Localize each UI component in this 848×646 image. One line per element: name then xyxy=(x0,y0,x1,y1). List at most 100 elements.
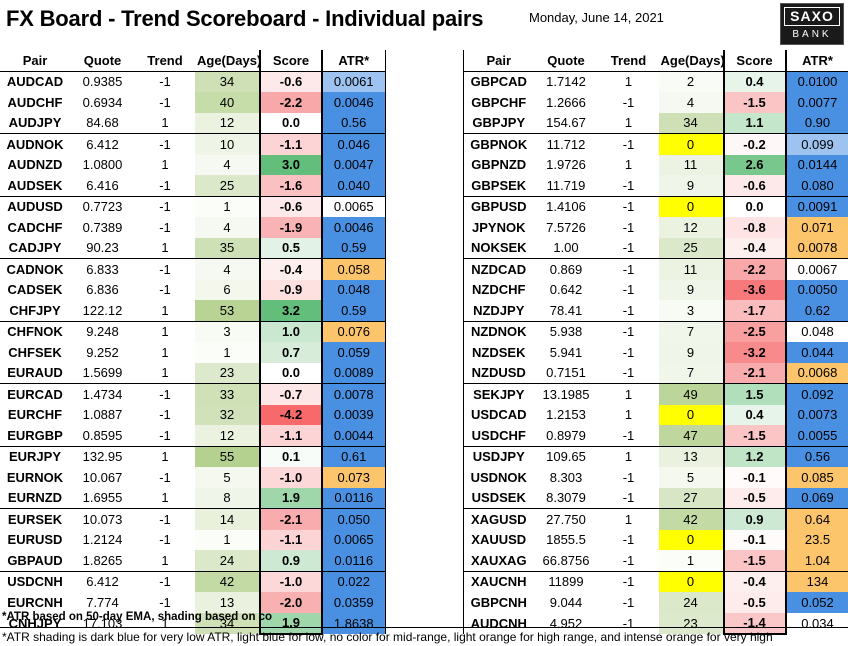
atr-cell: 0.56 xyxy=(322,112,385,134)
table-row: XAUCNH 11899 -1 0 -0.4 134 xyxy=(463,570,848,592)
age-cell: 25 xyxy=(658,237,724,259)
atr-cell: 0.0046 xyxy=(322,217,385,238)
atr-cell: 0.052 xyxy=(785,592,848,613)
age-cell: 32 xyxy=(195,404,260,425)
atr-cell: 0.046 xyxy=(322,133,385,155)
trend-cell: -1 xyxy=(598,570,659,592)
age-cell: 0 xyxy=(658,529,724,550)
quote-cell: 5.941 xyxy=(549,344,583,360)
score-cell: -1.6 xyxy=(259,175,323,196)
col-header-atr: ATR* xyxy=(785,50,848,72)
score-cell: -2.5 xyxy=(722,320,787,342)
trend-cell: -1 xyxy=(159,407,171,423)
age-cell: 34 xyxy=(195,71,260,92)
age-cell: 1 xyxy=(195,195,260,217)
quote-cell: 1.0887 xyxy=(82,407,123,423)
trend-cell: -1 xyxy=(622,344,635,360)
score-cell: -1.5 xyxy=(722,92,787,113)
age-cell: 4 xyxy=(658,92,724,113)
trend-cell: -1 xyxy=(159,427,171,443)
table-row: CHFSEK 9.252 1 1 0.7 0.059 xyxy=(0,342,385,363)
trend-cell: 1 xyxy=(624,157,633,173)
table-row: AUDNZD 1.0800 1 4 3.0 0.0047 xyxy=(0,154,385,175)
quote-cell: 1.7142 xyxy=(546,74,586,90)
atr-cell: 0.64 xyxy=(785,508,848,530)
table-row: NZDCHF 0.642 -1 9 -3.6 0.0050 xyxy=(464,279,848,300)
pair-cell: XAUCNH xyxy=(463,570,534,592)
pair-cell: AUDCHF xyxy=(7,94,63,110)
score-cell: -1.0 xyxy=(259,467,323,488)
score-cell: 1.9 xyxy=(259,612,323,635)
age-cell: 12 xyxy=(195,425,260,446)
age-cell: 7 xyxy=(658,362,724,384)
table-row: NZDSEK 5.941 -1 9 -3.2 0.044 xyxy=(464,342,848,363)
atr-cell: 0.56 xyxy=(785,445,848,467)
score-cell: 0.0 xyxy=(259,112,323,134)
col-header-trend: Trend xyxy=(598,50,659,72)
age-cell: 0 xyxy=(658,133,724,155)
trend-cell: -1 xyxy=(622,615,635,631)
quote-cell: 6.412 xyxy=(70,570,135,592)
atr-cell: 0.080 xyxy=(785,175,848,196)
col-header-trend: Trend xyxy=(135,50,195,72)
table-row: EURUSD 1.2124 -1 1 -1.1 0.0065 xyxy=(0,529,385,550)
atr-cell: 0.058 xyxy=(322,258,385,280)
pair-cell: NZDSEK xyxy=(472,344,526,360)
score-cell: -1.5 xyxy=(722,425,787,446)
age-cell: 27 xyxy=(658,487,724,509)
score-cell: -0.1 xyxy=(722,529,787,550)
table-row: EURGBP 0.8595 -1 12 -1.1 0.0044 xyxy=(0,425,385,446)
pair-cell: GBPCAD xyxy=(470,74,527,90)
score-cell: 1.2 xyxy=(722,445,787,467)
age-cell: 55 xyxy=(195,445,260,467)
trend-cell: 1 xyxy=(624,74,633,90)
score-cell: 1.9 xyxy=(259,487,323,509)
score-cell: 0.9 xyxy=(259,550,323,571)
quote-cell: 8.303 xyxy=(549,469,583,485)
score-cell: 0.5 xyxy=(259,237,323,259)
quote-cell: 90.23 xyxy=(86,240,119,256)
col-header-age: Age(Days) xyxy=(658,50,724,72)
age-cell: 42 xyxy=(195,570,260,592)
quote-cell: 1.9726 xyxy=(546,157,586,173)
quote-cell: 1.00 xyxy=(553,240,579,256)
score-cell: 0.4 xyxy=(722,71,787,92)
quote-cell: 7.5726 xyxy=(546,219,586,235)
table-row: XAUUSD 1855.5 -1 0 -0.1 23.5 xyxy=(464,529,848,550)
atr-cell: 0.0078 xyxy=(785,237,848,259)
quote-cell: 7.774 xyxy=(86,594,119,610)
footnote-atr-basis: *ATR based on 50-day EMA, shading based … xyxy=(2,611,273,623)
table-row: GBPSEK 11.719 -1 9 -0.6 0.080 xyxy=(464,175,848,196)
age-cell: 4 xyxy=(195,258,260,280)
age-cell: 13 xyxy=(658,445,724,467)
trend-cell: -1 xyxy=(622,427,635,443)
score-cell: 0.0 xyxy=(259,362,323,384)
table-row: AUDSEK 6.416 -1 25 -1.6 0.040 xyxy=(0,175,385,196)
table-row: GBPAUD 1.8265 1 24 0.9 0.0116 xyxy=(0,550,385,571)
table-row: CADNOK 6.833 -1 4 -0.4 0.058 xyxy=(0,258,385,280)
pair-cell: GBPNZD xyxy=(471,157,527,173)
pair-cell: XAUXAG xyxy=(470,552,527,568)
trend-cell: 1 xyxy=(135,445,195,467)
trend-cell: -1 xyxy=(598,195,659,217)
trend-cell: -1 xyxy=(622,302,635,318)
pair-cell: CHFJPY xyxy=(9,302,61,318)
table-row: XAUXAG 66.8756 -1 1 -1.5 1.04 xyxy=(464,550,848,571)
score-cell: -1.9 xyxy=(259,217,323,238)
age-cell: 33 xyxy=(195,383,260,405)
score-cell: -2.1 xyxy=(722,362,787,384)
trend-cell: -1 xyxy=(622,552,635,568)
age-cell: 0 xyxy=(658,570,724,592)
col-header-score: Score xyxy=(259,50,323,72)
table-row: GBPUSD 1.4106 -1 0 0.0 0.0091 xyxy=(463,195,848,217)
table-row: EURCAD 1.4734 -1 33 -0.7 0.0078 xyxy=(0,383,385,405)
quote-cell: 6.836 xyxy=(86,282,119,298)
quote-cell: 1.6955 xyxy=(82,490,123,506)
table-row: GBPNOK 11.712 -1 0 -0.2 0.099 xyxy=(463,133,848,155)
score-cell: -0.6 xyxy=(259,71,323,92)
atr-cell: 0.073 xyxy=(322,467,385,488)
atr-cell: 0.0039 xyxy=(322,404,385,425)
atr-cell: 0.0061 xyxy=(322,71,385,92)
atr-cell: 0.0055 xyxy=(785,425,848,446)
quote-cell: 0.8595 xyxy=(82,427,123,443)
